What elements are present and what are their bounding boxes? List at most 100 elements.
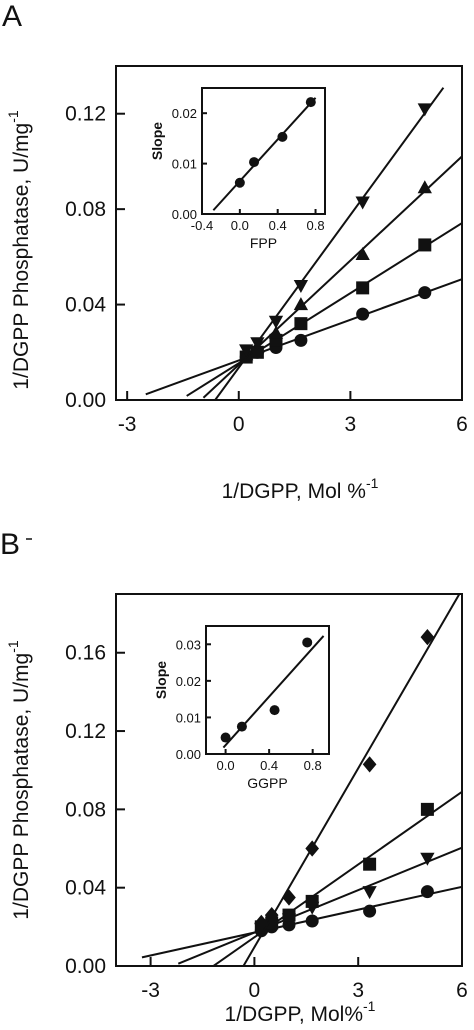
data-point-triangle-down: [250, 337, 265, 351]
x-tick-label: 6: [456, 979, 468, 1002]
y-tick-label: 0.08: [65, 198, 106, 221]
data-point-triangle-up: [268, 325, 284, 339]
inset-x-tick-label: 0.0: [217, 758, 235, 773]
x-axis-title: 1/DGPP, Mol %-1: [222, 475, 379, 503]
data-point-square: [305, 894, 319, 908]
data-point-triangle-down: [293, 279, 309, 293]
data-point-square: [294, 317, 308, 331]
y-tick-label: 0.08: [65, 798, 106, 821]
data-point-square: [420, 802, 434, 816]
inset-x-tick-label: 0.4: [260, 758, 278, 773]
data-point-square: [418, 238, 432, 252]
y-tick-label: 0.16: [65, 642, 106, 665]
inset-y-axis-title: Slope: [149, 122, 165, 160]
y-axis-title-sup: -1: [5, 640, 21, 653]
data-point-triangle-down: [362, 886, 377, 900]
x-axis-title-text: 1/DGPP, Mol%: [225, 1003, 364, 1026]
inset-data-point: [236, 721, 247, 732]
x-tick-label: 3: [352, 979, 364, 1002]
inset-x-tick-label: -0.4: [191, 218, 213, 233]
fit-line-triangle-down: [177, 846, 462, 965]
panel-letter-b: B: [0, 528, 20, 561]
y-tick-label: 0.04: [65, 294, 106, 317]
y-axis-title: 1/DGPP Phosphatase, U/mg-1: [5, 110, 33, 390]
panel-letter-a: A: [2, 0, 22, 33]
y-tick-label: 0.00: [65, 955, 106, 978]
data-point-circle: [420, 885, 434, 899]
data-point-triangle-down: [417, 103, 432, 117]
inset-data-point: [305, 97, 316, 108]
data-point-square: [363, 857, 377, 871]
y-axis-title: 1/DGPP Phosphatase, U/mg-1: [5, 640, 33, 920]
data-point-diamond: [420, 628, 435, 646]
plot-frame: [115, 593, 463, 967]
inset-y-tick-label: 0.02: [176, 674, 201, 689]
data-point-circle: [305, 914, 319, 928]
data-point-square: [356, 281, 370, 295]
x-axis-title: 1/DGPP, Mol%-1: [225, 998, 376, 1026]
inset-x-tick-label: 0.0: [231, 218, 249, 233]
inset-y-tick-label: 0.00: [176, 747, 201, 762]
inset-frame: [205, 625, 330, 755]
data-point-circle: [363, 904, 377, 918]
inset-x-axis-title: GGPP: [247, 775, 287, 791]
inset-data-point: [249, 157, 260, 168]
inset-data-point: [277, 131, 288, 142]
data-point-triangle-down: [355, 196, 370, 210]
inset-y-axis-title: Slope: [153, 661, 169, 699]
inset-data-point: [234, 177, 245, 188]
inset-x-tick-label: 0.4: [269, 218, 287, 233]
y-axis-title-text: 1/DGPP Phosphatase, U/mg: [10, 123, 33, 390]
data-point-square: [282, 908, 296, 922]
panel-b: -3 0 3 60.000.040.080.120.161/DGPP, Mol%-11…: [5, 593, 468, 1026]
data-point-circle: [294, 333, 308, 347]
x-tick-label: 6: [456, 413, 468, 436]
y-tick-label: 0.12: [65, 720, 106, 743]
inset-y-tick-label: 0.01: [172, 157, 197, 172]
data-point-diamond: [264, 906, 279, 924]
inset-x-axis-title: FPP: [250, 235, 277, 251]
y-tick-label: 0.00: [65, 389, 106, 412]
inset-x-tick-label: 0.8: [304, 758, 322, 773]
inset-fit-line: [212, 97, 317, 211]
data-point-diamond: [282, 889, 296, 906]
fit-line-triangle-down: [213, 87, 445, 400]
fit-line-square: [211, 790, 462, 966]
y-tick-label: 0.04: [65, 877, 106, 900]
inset-y-tick-label: 0.02: [172, 106, 197, 121]
data-point-diamond: [254, 914, 269, 932]
inset-data-point: [302, 637, 313, 648]
data-point-triangle-down: [420, 852, 435, 866]
x-tick-label: -3: [141, 979, 160, 1002]
data-point-diamond: [305, 840, 320, 857]
x-axis-title-sup: -1: [366, 475, 379, 491]
inset-frame: [201, 87, 326, 215]
x-tick-label: 0: [249, 979, 261, 1002]
inset-data-point: [269, 705, 280, 716]
fit-line-circle: [141, 885, 462, 959]
y-axis-title-sup: -1: [5, 110, 21, 123]
data-point-circle: [356, 307, 370, 321]
data-point-diamond: [362, 756, 377, 773]
x-tick-label: 3: [345, 413, 357, 436]
y-axis-title-text: 1/DGPP Phosphatase, U/mg: [10, 653, 33, 920]
inset-x-tick-label: 0.8: [306, 218, 324, 233]
data-point-triangle-down: [268, 315, 284, 329]
x-tick-label: 0: [233, 413, 245, 436]
x-tick-label: -3: [118, 413, 137, 436]
fit-line-square: [186, 222, 462, 397]
inset-chart: -0.4 0.0 0.4 0.8 0.00 0.01 0.02 FPP Slope: [149, 86, 327, 251]
inset-y-tick-label: 0.01: [176, 710, 201, 725]
inset-chart: 0.0 0.4 0.8 0.00 0.01 0.02 0.03 GGPP Slope: [153, 624, 331, 791]
inset-data-point: [220, 732, 231, 743]
plot-frame: [115, 65, 463, 401]
data-point-triangle-down: [239, 344, 254, 358]
inset-y-tick-label: 0.00: [172, 207, 197, 222]
y-tick-label: 0.12: [65, 103, 106, 126]
data-point-circle: [418, 286, 432, 300]
data-point-triangle-up: [293, 297, 309, 311]
inset-y-tick-label: 0.03: [176, 637, 201, 652]
data-point-triangle-up: [417, 180, 432, 194]
panel-a: -3 0 3 6 0.00 0.04 0.08 0.12 1/DGPP, Mol %-1 1/DG…: [5, 65, 468, 503]
